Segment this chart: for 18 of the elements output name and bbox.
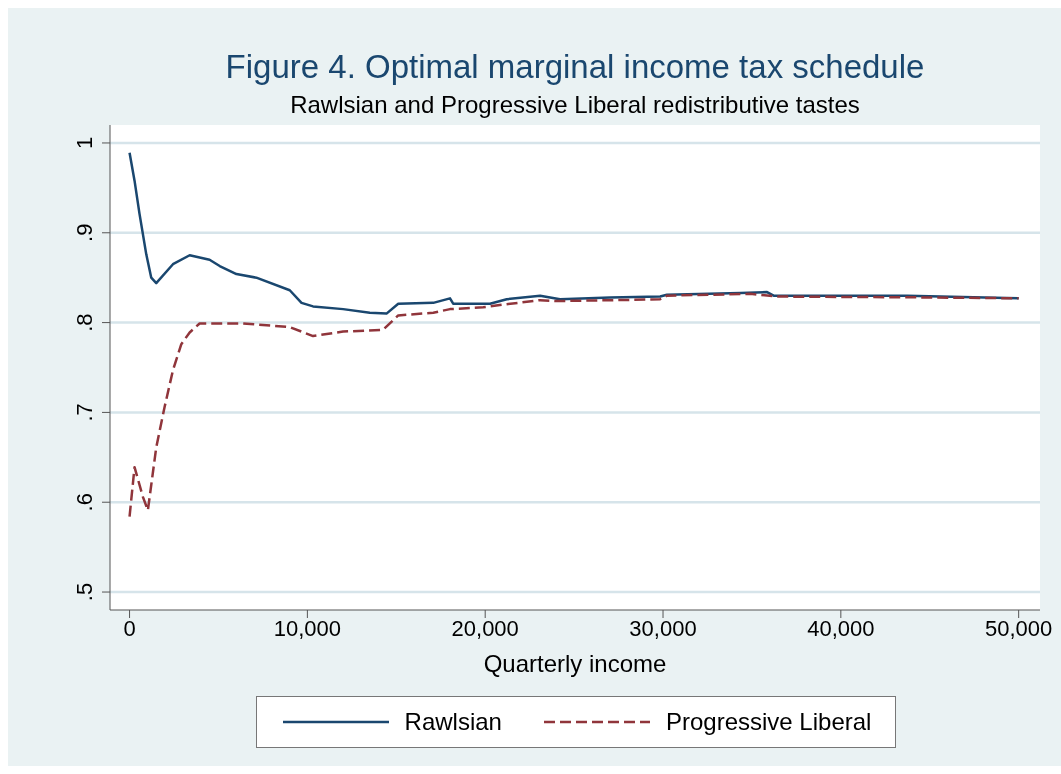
x-tick-label: 40,000 (807, 615, 875, 641)
y-tick-label: .7 (72, 403, 97, 422)
legend-label: Rawlsian (404, 708, 502, 736)
x-axis-title: Quarterly income (482, 650, 668, 678)
y-tick-label: .5 (72, 582, 97, 602)
x-tick-label: 30,000 (629, 615, 697, 641)
legend-label: Progressive Liberal (665, 708, 872, 736)
x-tick-label: 0 (123, 615, 136, 641)
y-tick-label: .9 (72, 223, 97, 242)
chart-subtitle: Rawlsian and Progressive Liberal redistributive tastes (289, 91, 861, 119)
x-tick-label: 20,000 (451, 615, 519, 641)
y-tick-label: .6 (72, 493, 97, 512)
y-tick-label: .8 (72, 313, 97, 332)
x-tick-label: 50,000 (985, 615, 1053, 641)
y-tick-label: 1 (72, 136, 97, 150)
x-tick-label: 10,000 (273, 615, 342, 641)
chart-title: Figure 4. Optimal marginal income tax schedule (224, 48, 926, 86)
line-series (128, 292, 1020, 518)
